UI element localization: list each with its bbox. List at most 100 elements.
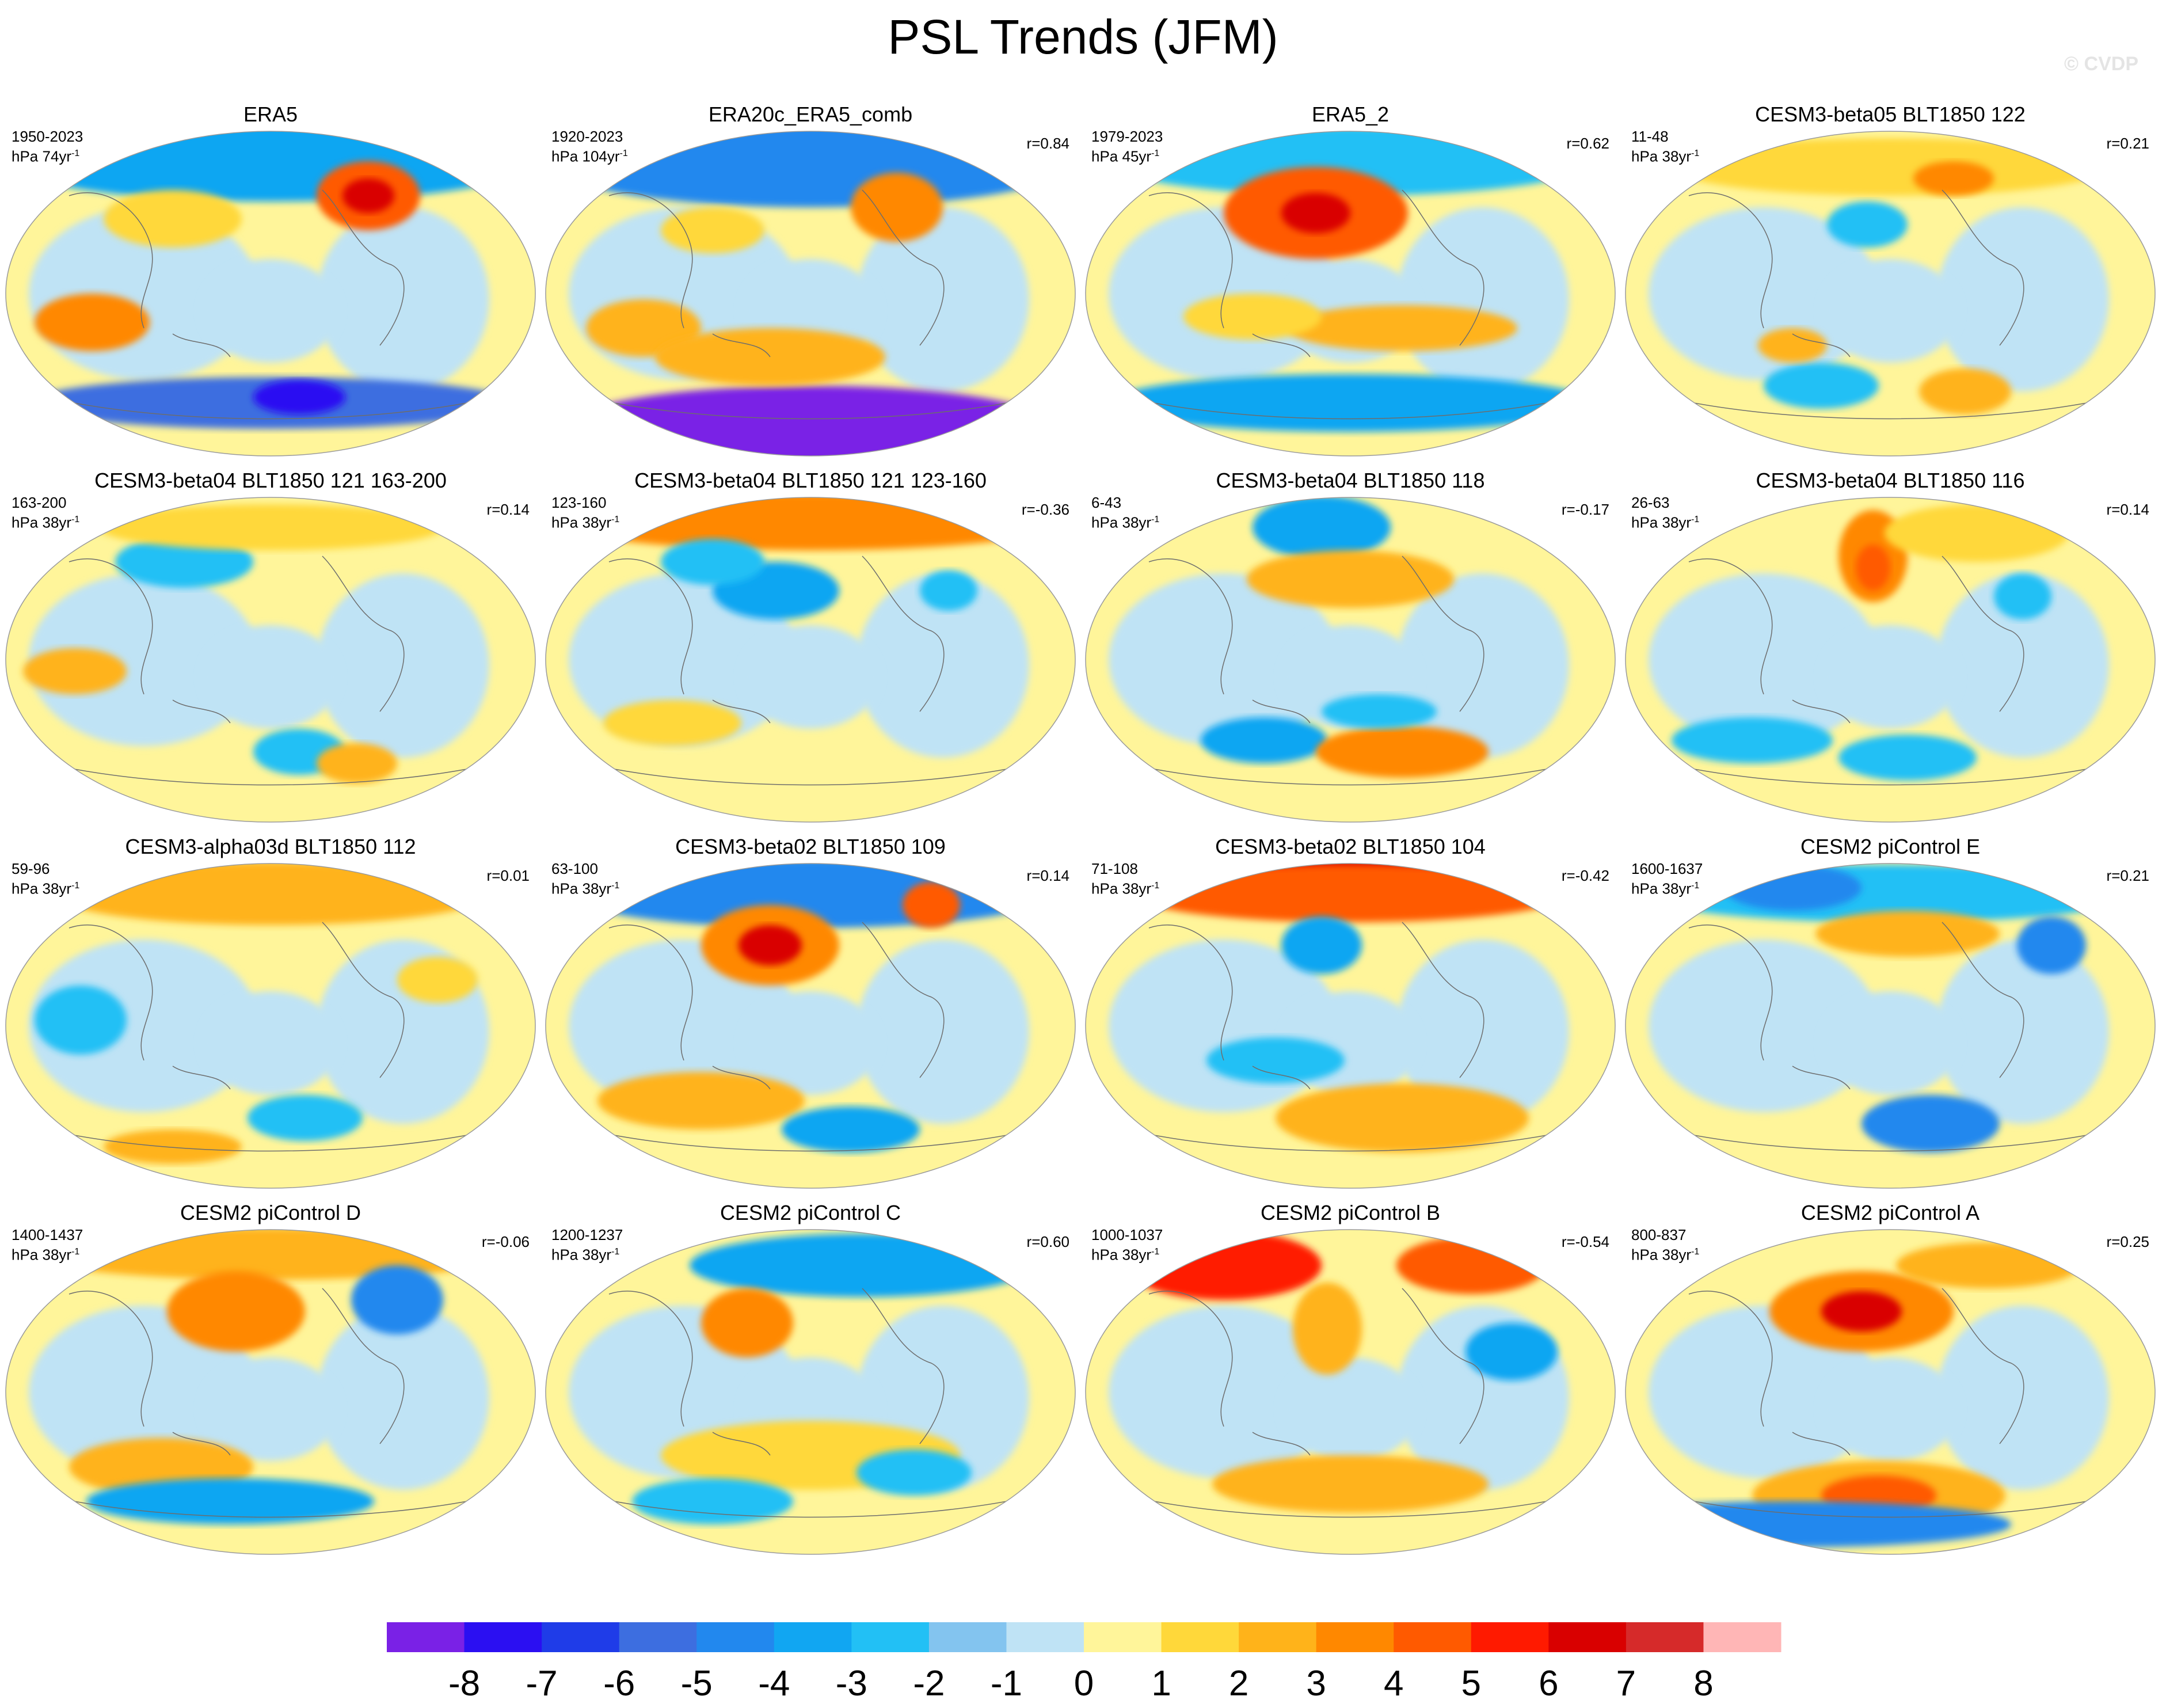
trend-map	[5, 497, 536, 823]
panel-units: hPa 38yr-1	[1631, 880, 1700, 897]
panel-correlation: r=-0.06	[481, 1233, 530, 1250]
colorbar-swatch	[619, 1622, 697, 1652]
colorbar-swatch	[1626, 1622, 1704, 1652]
trend-map	[1085, 497, 1616, 823]
panel-units: hPa 38yr-1	[1631, 1246, 1700, 1264]
map-panel: CESM2 piControl A 800-837 hPa 38yr-1 r=0.25	[1620, 1201, 2161, 1565]
panel-title: CESM3-beta02 BLT1850 109	[675, 835, 946, 858]
panel-correlation: r=0.21	[2106, 135, 2149, 152]
colorbar-swatch	[1548, 1622, 1627, 1652]
trend-map	[5, 863, 536, 1189]
panel-correlation: r=0.62	[1566, 135, 1609, 152]
colorbar-tick-label: 3	[1306, 1664, 1326, 1703]
panel-year-range: 63-100	[551, 860, 598, 877]
panel-title: CESM3-beta04 BLT1850 121 163-200	[94, 469, 447, 492]
map-panel: CESM2 piControl E 1600-1637 hPa 38yr-1 r=0.…	[1620, 835, 2161, 1199]
map-panel: CESM3-beta04 BLT1850 116 26-63 hPa 38yr-1 r…	[1620, 469, 2161, 832]
panel-year-range: 26-63	[1631, 494, 1670, 511]
colorbar-swatch	[696, 1622, 775, 1652]
trend-map	[5, 131, 536, 457]
map-panel: CESM2 piControl C 1200-1237 hPa 38yr-1 r=0.…	[540, 1201, 1081, 1565]
panel-correlation: r=0.21	[2106, 867, 2149, 884]
panel-units: hPa 38yr-1	[551, 513, 620, 531]
panel-correlation: r=0.14	[1026, 867, 1069, 884]
panel-correlation: r=0.25	[2106, 1233, 2149, 1250]
colorbar-tick-label: -5	[681, 1664, 713, 1703]
colorbar-tick-label: 0	[1074, 1664, 1094, 1703]
colorbar-swatch	[1316, 1622, 1394, 1652]
panel-title: ERA5	[243, 102, 298, 126]
map-panel: CESM3-alpha03d BLT1850 112 59-96 hPa 38yr-…	[0, 835, 541, 1199]
panel-correlation: r=0.60	[1026, 1233, 1069, 1250]
colorbar-swatch	[1703, 1622, 1781, 1652]
panel-year-range: 59-96	[12, 860, 50, 877]
colorbar-tick-label: -6	[603, 1664, 635, 1703]
colorbar-swatch	[1394, 1622, 1472, 1652]
panel-units: hPa 38yr-1	[12, 1246, 80, 1264]
map-panel: CESM3-beta02 BLT1850 109 63-100 hPa 38yr-1…	[540, 835, 1081, 1199]
trend-map	[545, 131, 1076, 457]
trend-map	[1625, 131, 2156, 457]
panel-title: CESM3-alpha03d BLT1850 112	[125, 835, 416, 858]
map-panel: CESM3-beta04 BLT1850 121 123-160 123-160 h…	[540, 469, 1081, 832]
panel-title: CESM3-beta04 BLT1850 116	[1756, 469, 2025, 492]
panel-title: CESM3-beta05 BLT1850 122	[1755, 102, 2026, 126]
panel-units: hPa 38yr-1	[551, 880, 620, 897]
colorbar-tick-label: -2	[913, 1664, 945, 1703]
panel-year-range: 1600-1637	[1631, 860, 1703, 877]
trend-map	[545, 497, 1076, 823]
panel-title: CESM3-beta04 BLT1850 118	[1216, 469, 1485, 492]
trend-map	[1625, 863, 2156, 1189]
colorbar-swatch	[1239, 1622, 1317, 1652]
panel-year-range: 71-108	[1091, 860, 1138, 877]
map-panel: ERA5_2 1979-2023 hPa 45yr-1 r=0.62	[1080, 102, 1621, 466]
panel-year-range: 123-160	[551, 494, 607, 511]
panel-title: CESM2 piControl C	[720, 1201, 901, 1224]
colorbar-tick-label: 6	[1539, 1664, 1558, 1703]
colorbar-swatch	[1006, 1622, 1084, 1652]
colorbar-tick-label: 8	[1693, 1664, 1713, 1703]
panel-title: CESM2 piControl D	[180, 1201, 361, 1224]
panel-title: CESM3-beta04 BLT1850 121 123-160	[634, 469, 987, 492]
map-panel: CESM2 piControl B 1000-1037 hPa 38yr-1 r=-0…	[1080, 1201, 1621, 1565]
map-panel: CESM2 piControl D 1400-1437 hPa 38yr-1 r=-0…	[0, 1201, 541, 1565]
panel-year-range: 800-837	[1631, 1226, 1687, 1243]
trend-map	[545, 1229, 1076, 1555]
panel-title: CESM2 piControl A	[1800, 1201, 1980, 1224]
colorbar-tick-label: -1	[991, 1664, 1022, 1703]
colorbar-swatch	[851, 1622, 930, 1652]
colorbar-tick-label: -7	[526, 1664, 558, 1703]
panel-correlation: r=-0.17	[1561, 501, 1609, 518]
panel-correlation: r=0.84	[1026, 135, 1069, 152]
colorbar-tick-label: 7	[1616, 1664, 1636, 1703]
trend-map	[1625, 1229, 2156, 1555]
map-panel: CESM3-beta04 BLT1850 118 6-43 hPa 38yr-1 r=…	[1080, 469, 1621, 832]
trend-map	[1085, 1229, 1616, 1555]
panel-year-range: 1000-1037	[1091, 1226, 1163, 1243]
panel-units: hPa 45yr-1	[1091, 147, 1160, 165]
colorbar-tick-label: -8	[448, 1664, 480, 1703]
panel-units: hPa 38yr-1	[1091, 880, 1160, 897]
panel-correlation: r=-0.54	[1561, 1233, 1609, 1250]
panel-units: hPa 104yr-1	[551, 147, 628, 165]
panel-correlation: r=0.01	[486, 867, 530, 884]
panel-title: ERA5_2	[1311, 102, 1390, 126]
colorbar-swatch	[542, 1622, 620, 1652]
cvdp-watermark: © CVDP	[2064, 53, 2138, 75]
colorbar-tick-label: 2	[1229, 1664, 1248, 1703]
panel-year-range: 1400-1437	[12, 1226, 83, 1243]
panel-title: CESM2 piControl B	[1260, 1201, 1441, 1224]
panel-title: CESM2 piControl E	[1800, 835, 1981, 858]
panel-units: hPa 38yr-1	[12, 880, 80, 897]
panel-correlation: r=0.14	[2106, 501, 2149, 518]
panel-units: hPa 38yr-1	[551, 1246, 620, 1264]
colorbar-swatch	[1161, 1622, 1239, 1652]
panel-year-range: 163-200	[12, 494, 67, 511]
panel-units: hPa 38yr-1	[1631, 147, 1700, 165]
trend-map	[545, 863, 1076, 1189]
panel-units: hPa 38yr-1	[1091, 1246, 1160, 1264]
colorbar-swatch	[1471, 1622, 1549, 1652]
map-panel: CESM3-beta02 BLT1850 104 71-108 hPa 38yr-1…	[1080, 835, 1621, 1199]
colorbar-tick-label: 4	[1384, 1664, 1403, 1703]
panel-correlation: r=0.14	[486, 501, 530, 518]
